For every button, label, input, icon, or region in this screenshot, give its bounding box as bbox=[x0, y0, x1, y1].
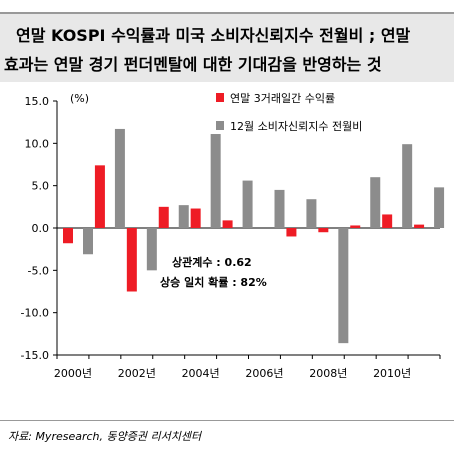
x-tick-label: 2004년 bbox=[182, 367, 220, 380]
unit-label: (%) bbox=[70, 92, 89, 105]
sentiment-bar bbox=[178, 205, 189, 228]
return-bar bbox=[414, 224, 425, 228]
legend-label: 12월 소비자신뢰지수 전월비 bbox=[230, 120, 362, 133]
return-bar bbox=[318, 228, 329, 233]
return-bar bbox=[190, 208, 201, 228]
source-note: 자료: Myresearch, 동양증권 리서치센터 bbox=[8, 430, 202, 443]
sentiment-bar bbox=[242, 180, 253, 228]
chart-title-line2: 효과는 연말 경기 펀더멘탈에 대한 기대감을 반영하는 것 bbox=[4, 55, 382, 74]
x-tick-label: 2010년 bbox=[373, 367, 411, 380]
return-bar bbox=[382, 214, 393, 228]
return-bar bbox=[126, 228, 137, 292]
y-tick-label: -5.0 bbox=[28, 264, 49, 277]
footer-separator bbox=[0, 420, 454, 421]
sentiment-bar bbox=[274, 189, 285, 228]
legend-swatch bbox=[216, 93, 224, 102]
x-tick-label: 2002년 bbox=[118, 367, 156, 380]
sentiment-bar bbox=[402, 144, 413, 228]
return-bar bbox=[63, 228, 73, 244]
sentiment-bar bbox=[146, 228, 157, 271]
y-tick-label: -10.0 bbox=[21, 307, 49, 320]
y-tick-label: -15.0 bbox=[21, 349, 49, 362]
sentiment-bar bbox=[210, 134, 221, 228]
chart-title-line1: 연말 KOSPI 수익률과 미국 소비자신뢰지수 전월비 ; 연말 bbox=[16, 26, 411, 45]
return-bar bbox=[158, 206, 169, 228]
return-bar bbox=[286, 228, 297, 237]
sentiment-bar bbox=[114, 128, 125, 228]
legend-label: 연말 3거래일간 수익률 bbox=[230, 91, 335, 105]
legend-swatch bbox=[216, 121, 224, 130]
chart-title-box: 연말 KOSPI 수익률과 미국 소비자신뢰지수 전월비 ; 연말 효과는 연말… bbox=[0, 12, 454, 82]
x-tick-label: 2008년 bbox=[309, 367, 347, 380]
y-tick-label: 5.0 bbox=[32, 180, 50, 193]
bar-chart: 15.0 10.0 5.0 0.0 -5.0 -10.0 -15.0 (%) 2000년 2002… bbox=[21, 91, 445, 380]
sentiment-bar bbox=[370, 177, 381, 228]
return-bar bbox=[94, 165, 105, 228]
x-tick-label: 2000년 bbox=[54, 367, 92, 380]
annotation-match-prob: 상승 일치 확률 : 82% bbox=[160, 275, 267, 289]
y-tick-label: 15.0 bbox=[25, 95, 50, 108]
return-bar bbox=[350, 225, 361, 228]
annotation-correlation: 상관계수 : 0.62 bbox=[172, 255, 252, 269]
sentiment-bar bbox=[434, 187, 445, 228]
y-tick-label: 0.0 bbox=[32, 222, 50, 235]
y-tick-label: 10.0 bbox=[25, 137, 50, 150]
sentiment-bar bbox=[83, 228, 93, 255]
sentiment-bar bbox=[306, 199, 317, 228]
return-bar bbox=[222, 220, 233, 228]
sentiment-bar bbox=[338, 228, 349, 344]
x-tick-label: 2006년 bbox=[245, 367, 283, 380]
